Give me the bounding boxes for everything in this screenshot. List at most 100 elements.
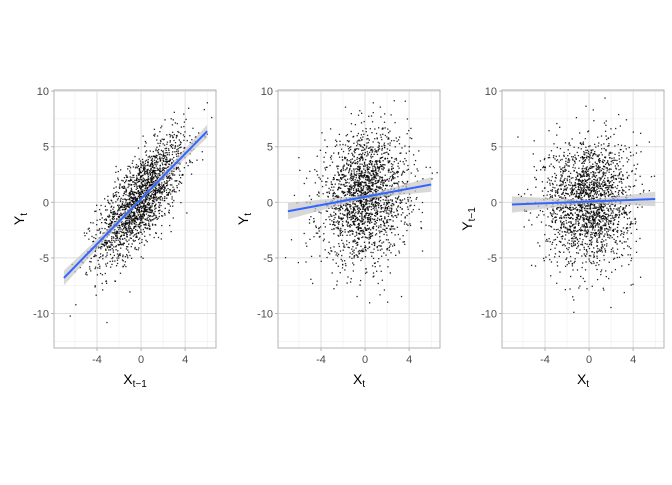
point	[624, 241, 625, 242]
point	[324, 157, 325, 158]
point	[335, 146, 336, 147]
point	[160, 127, 161, 128]
point	[352, 176, 353, 177]
point	[411, 211, 412, 212]
point	[160, 165, 161, 166]
point	[374, 149, 375, 150]
point	[601, 248, 602, 249]
point	[111, 236, 112, 237]
point	[358, 115, 359, 116]
point	[147, 217, 148, 218]
point	[368, 192, 369, 193]
point	[368, 221, 369, 222]
point	[159, 185, 160, 186]
point	[149, 157, 150, 158]
point	[107, 252, 108, 253]
point	[361, 173, 362, 174]
point	[111, 240, 112, 241]
point	[404, 145, 405, 146]
point	[630, 248, 631, 249]
point	[351, 186, 352, 187]
point	[178, 183, 179, 184]
point	[383, 234, 384, 235]
point	[159, 171, 160, 172]
point	[352, 262, 353, 263]
point	[563, 156, 564, 157]
point	[563, 190, 564, 191]
point	[368, 238, 369, 239]
point	[340, 218, 341, 219]
point	[105, 206, 106, 207]
point	[602, 189, 603, 190]
point	[187, 165, 188, 166]
point	[615, 216, 616, 217]
point	[140, 202, 141, 203]
point	[153, 135, 154, 136]
point	[172, 159, 173, 160]
point	[116, 191, 117, 192]
point	[353, 270, 354, 271]
point	[344, 157, 345, 158]
point	[406, 230, 407, 231]
point	[338, 254, 339, 255]
point	[384, 182, 385, 183]
point	[343, 176, 344, 177]
point	[630, 260, 631, 261]
point	[145, 163, 146, 164]
point	[166, 161, 167, 162]
point	[105, 244, 106, 245]
point	[326, 257, 327, 258]
point	[374, 207, 375, 208]
point	[345, 209, 346, 210]
point	[405, 203, 406, 204]
point	[182, 174, 183, 175]
point	[129, 184, 130, 185]
point	[145, 207, 146, 208]
point	[422, 202, 423, 203]
point	[371, 185, 372, 186]
point	[366, 193, 367, 194]
point	[353, 190, 354, 191]
point	[357, 135, 358, 136]
point	[353, 143, 354, 144]
point	[612, 180, 613, 181]
point	[326, 210, 327, 211]
point	[313, 218, 314, 219]
point	[336, 284, 337, 285]
point	[333, 233, 334, 234]
point	[340, 209, 341, 210]
point	[365, 273, 366, 274]
point	[367, 200, 368, 201]
point	[156, 188, 157, 189]
point	[406, 153, 407, 154]
point	[354, 215, 355, 216]
point	[578, 155, 579, 156]
point	[560, 180, 561, 181]
point	[411, 172, 412, 173]
point	[166, 177, 167, 178]
point	[409, 223, 410, 224]
point	[165, 183, 166, 184]
point	[123, 260, 124, 261]
point	[547, 241, 548, 242]
point	[352, 216, 353, 217]
point	[186, 162, 187, 163]
point	[389, 178, 390, 179]
point	[593, 254, 594, 255]
point	[379, 143, 380, 144]
point	[367, 154, 368, 155]
point	[113, 251, 114, 252]
point	[122, 186, 123, 187]
point	[389, 207, 390, 208]
point	[126, 234, 127, 235]
point	[93, 256, 94, 257]
point	[325, 184, 326, 185]
point	[376, 229, 377, 230]
point	[375, 266, 376, 267]
point	[364, 223, 365, 224]
point	[342, 231, 343, 232]
point	[390, 114, 391, 115]
point	[556, 175, 557, 176]
point	[360, 209, 361, 210]
point	[86, 274, 87, 275]
